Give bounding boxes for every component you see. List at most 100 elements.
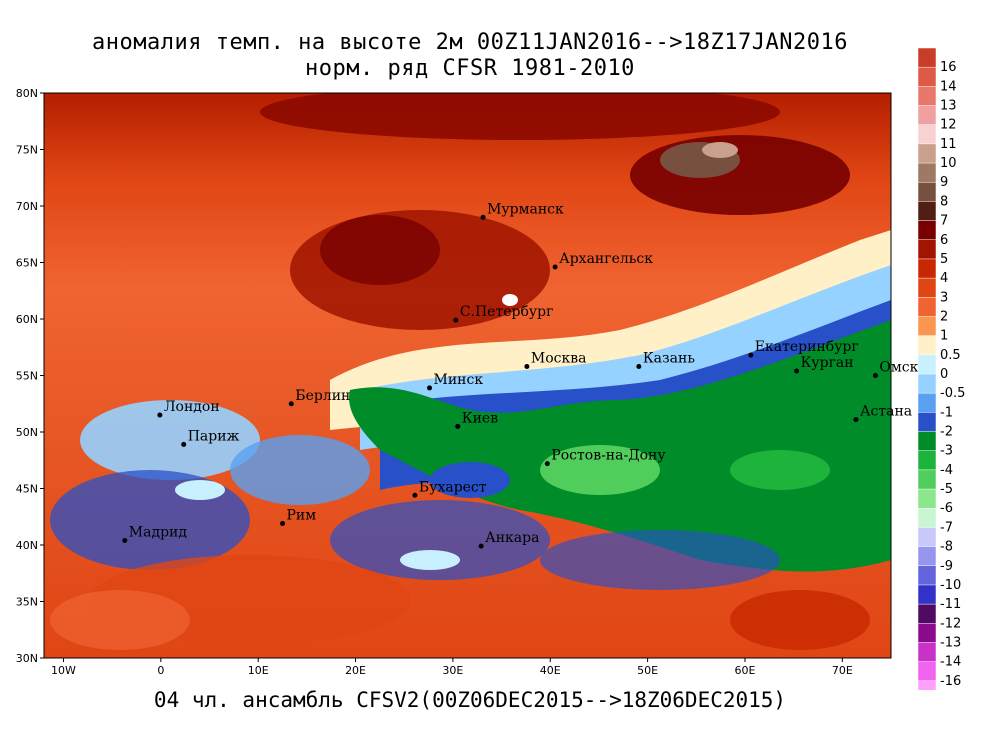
colorbar-label: 3	[940, 290, 948, 305]
colorbar-label: -14	[940, 655, 961, 670]
city-dot	[636, 363, 642, 369]
city-marker: Екатеринбург	[748, 339, 859, 358]
map-subtitle: норм. ряд CFSR 1981-2010	[305, 56, 635, 81]
colorbar-label: 0.5	[940, 348, 961, 363]
colorbar-bin	[917, 239, 937, 260]
lat-tick-label: 35N	[16, 596, 38, 609]
lon-tick-label: 20E	[345, 664, 366, 677]
city-dot	[427, 385, 433, 391]
city-label: Ростов-на-Дону	[551, 448, 666, 464]
lat-tick-label: 60N	[16, 313, 38, 326]
colorbar-label: -0.5	[940, 386, 965, 401]
colorbar-label: -4	[940, 463, 953, 478]
city-marker: Париж	[181, 428, 240, 447]
city-marker: Рим	[280, 508, 316, 527]
colorbar-bin	[917, 661, 937, 682]
city-label: Бухарест	[419, 479, 487, 495]
city-label: Лондон	[164, 399, 220, 415]
city-label: Берлин	[295, 388, 350, 404]
colorbar-bin	[917, 354, 937, 375]
colorbar-bin	[917, 469, 937, 490]
ensemble-caption: 04 чл. ансамбль CFSV2(00Z06DEC2015-->18Z…	[153, 688, 787, 712]
colorbar-bin	[917, 450, 937, 471]
city-dot	[181, 441, 187, 447]
colorbar-bin	[917, 220, 937, 241]
city-marker: Лондон	[157, 399, 220, 418]
city-label: Екатеринбург	[755, 339, 859, 355]
city-dot	[853, 417, 859, 423]
city-dot	[122, 537, 128, 543]
colorbar-bin	[917, 124, 937, 145]
colorbar-label: -16	[940, 674, 961, 689]
colorbar-bin	[917, 680, 937, 690]
longitude-axis: 10W 0 10E 20E 30E 40E 50E 60E 70E	[51, 658, 853, 677]
colorbar-label: -9	[940, 559, 953, 574]
lat-tick-label: 65N	[16, 257, 38, 270]
colorbar-label: 9	[940, 175, 948, 190]
colorbar-label: 13	[940, 99, 957, 114]
colorbar-label: 0	[940, 367, 948, 382]
city-marker: Минск	[427, 372, 483, 391]
city-label: Архангельск	[559, 251, 653, 267]
colorbar-label: -8	[940, 540, 953, 555]
lon-tick-label: 30E	[442, 664, 463, 677]
colorbar-bin	[917, 181, 937, 203]
colorbar-label: 10	[940, 156, 957, 171]
lat-tick-label: 50N	[16, 426, 38, 439]
lon-tick-label: 10W	[51, 664, 76, 677]
colorbar-bin	[917, 373, 937, 394]
colorbar-label: 7	[940, 214, 948, 229]
city-label: Киев	[462, 410, 498, 426]
city-marker: Анкара	[478, 530, 539, 549]
city-label: Париж	[188, 428, 240, 444]
colorbar-bin	[917, 297, 937, 318]
colorbar-bin	[917, 603, 937, 625]
lon-tick-label: 70E	[832, 664, 853, 677]
city-dot	[453, 317, 459, 323]
city-marker: Берлин	[288, 388, 350, 407]
city-marker: Бухарест	[412, 479, 487, 498]
colorbar-bin	[917, 86, 937, 107]
colorbar-label: -2	[940, 425, 953, 440]
city-label: Мадрид	[129, 524, 188, 540]
colorbar-bin	[917, 201, 937, 222]
lon-tick-label: 40E	[540, 664, 561, 677]
city-dot	[552, 264, 558, 270]
city-dot	[288, 401, 294, 407]
city-dot	[872, 373, 878, 378]
city-label: Анкара	[485, 530, 539, 546]
city-dot	[544, 461, 550, 467]
colorbar-bin	[917, 47, 937, 68]
city-dot	[157, 412, 163, 418]
colorbar-bin	[917, 277, 937, 299]
lon-tick-label: 10E	[248, 664, 269, 677]
lon-tick-label: 50E	[637, 664, 658, 677]
colorbar-label: -10	[940, 578, 961, 593]
colorbar-label: 14	[940, 79, 957, 94]
city-marker: Москва	[524, 350, 586, 369]
colorbar-bin	[917, 565, 937, 586]
colorbar-label: -7	[940, 520, 953, 535]
colorbar-bin	[917, 507, 937, 529]
city-dot	[794, 368, 800, 374]
city-marker: Казань	[636, 350, 695, 369]
city-marker: Киев	[455, 410, 498, 429]
city-dot	[524, 363, 530, 369]
colorbar-bin	[917, 412, 937, 433]
lat-tick-label: 75N	[16, 144, 38, 157]
colorbar-label: -6	[940, 501, 953, 516]
lat-tick-label: 45N	[16, 483, 38, 496]
colorbar-bin	[917, 162, 937, 183]
lat-tick-label: 55N	[16, 370, 38, 383]
city-marker: Астана	[853, 404, 912, 423]
colorbar-bin	[917, 335, 937, 356]
colorbar-bin	[917, 143, 937, 164]
colorbar-label: 6	[940, 233, 948, 248]
city-marker: Архангельск	[552, 251, 653, 270]
colorbar-bin	[917, 488, 937, 509]
colorbar-label: 12	[940, 118, 957, 133]
colorbar-label: -5	[940, 482, 953, 497]
city-marker: Ростов-на-Дону	[544, 448, 666, 467]
colorbar-bin	[917, 66, 937, 88]
